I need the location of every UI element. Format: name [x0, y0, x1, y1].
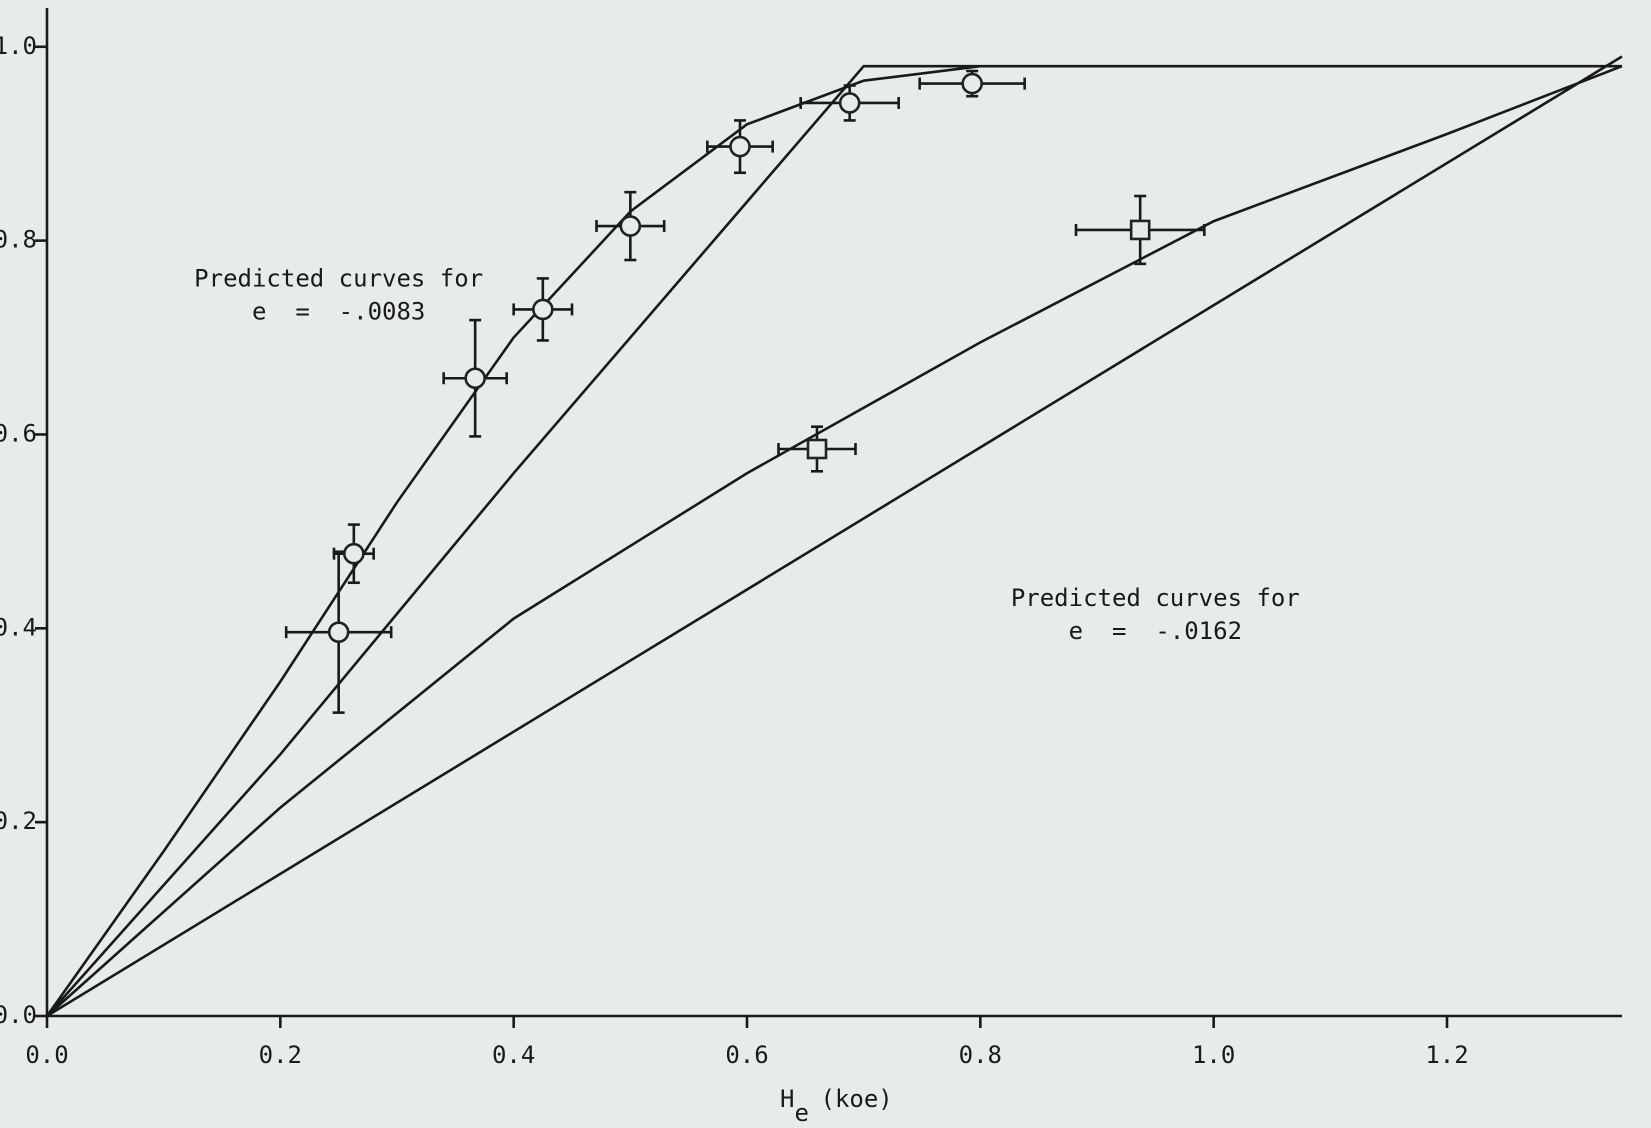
predicted-curve: [46, 64, 1623, 1017]
data-point: [961, 72, 983, 95]
y-tick-label: 0.4: [0, 613, 37, 641]
data-point: [619, 215, 642, 237]
data-point: [838, 92, 861, 114]
x-tick-label: 1.2: [1425, 1041, 1468, 1069]
x-tick-label: 0.8: [959, 1041, 1002, 1069]
data-point: [464, 367, 486, 390]
predicted-curve: [45, 64, 981, 1017]
y-tick-label: 0.0: [0, 1001, 37, 1029]
data-point: [806, 438, 828, 460]
annotation: Predicted curves for: [194, 264, 483, 292]
data-point: [1129, 219, 1151, 241]
annotation: e = -.0083: [252, 297, 425, 325]
predicted-curve: [46, 64, 1622, 1017]
x-label: H: [780, 1085, 794, 1113]
x-label-sub: e: [795, 1099, 809, 1127]
data-point: [532, 298, 554, 321]
y-tick-label: 1.0: [0, 32, 37, 60]
annotation: Predicted curves for: [1011, 584, 1300, 612]
x-tick-label: 0.6: [725, 1041, 768, 1069]
data-point: [729, 135, 751, 158]
x-tick-label: 0.0: [25, 1041, 68, 1069]
y-tick-label: 0.2: [0, 807, 37, 835]
y-tick-label: 0.6: [0, 419, 37, 447]
predicted-curve: [46, 55, 1623, 1018]
data-point: [327, 621, 350, 643]
x-tick-label: 1.0: [1192, 1041, 1235, 1069]
x-tick-label: 0.4: [492, 1041, 535, 1069]
x-tick-label: 0.2: [259, 1041, 302, 1069]
data-point: [343, 542, 365, 565]
annotation: e = -.0162: [1069, 617, 1242, 645]
y-tick-label: 0.8: [0, 226, 37, 254]
x-label-unit: (koe): [821, 1085, 893, 1113]
